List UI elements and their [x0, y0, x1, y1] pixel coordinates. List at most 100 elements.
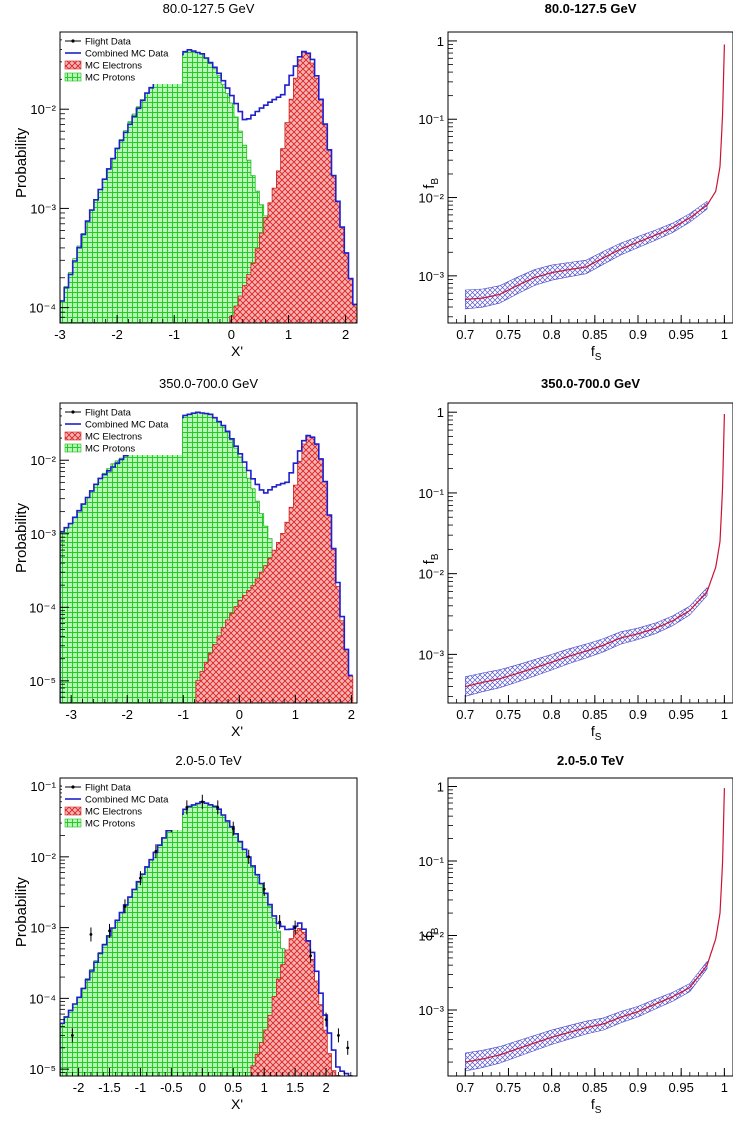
- flight-data-point: [231, 827, 235, 831]
- x-tick-label: 0.75: [496, 1080, 521, 1095]
- x-tick-label: -2: [111, 327, 123, 342]
- x-tick-label: -2: [73, 1080, 85, 1095]
- x-tick-label: 1: [721, 707, 728, 722]
- y-tick-label: 10⁻⁵: [29, 674, 56, 689]
- legend-label: Combined MC Data: [85, 420, 169, 431]
- legend-label: Combined MC Data: [85, 795, 169, 806]
- flight-data-point: [346, 1046, 350, 1050]
- chart-panel-6: 2.0-5.0 TeV 0.7 0.75 0.8 0.85 0.9 0.95 1 10⁻³ 10⁻…: [418, 753, 733, 1116]
- x-tick-label: -1: [178, 707, 190, 722]
- x-tick-label: 1: [292, 707, 299, 722]
- combined-mc-line: [60, 49, 357, 323]
- x-tick-label: 0.75: [496, 327, 521, 342]
- legend-box: [62, 34, 182, 84]
- x-tick-label: 0.85: [582, 327, 607, 342]
- legend-label: MC Protons: [85, 819, 135, 830]
- flight-data-point: [185, 805, 189, 809]
- x-tick-label: 0.75: [496, 707, 521, 722]
- x-tick-label: -1.5: [98, 1080, 120, 1095]
- flight-data-point: [293, 926, 297, 930]
- x-tick-label: -3: [65, 707, 77, 722]
- plot-area: [60, 49, 357, 323]
- y-tick-label: 1: [437, 779, 444, 794]
- x-tick-label: -0.5: [160, 1080, 182, 1095]
- flight-data-point: [89, 933, 93, 936]
- x-tick-label: -2: [121, 707, 133, 722]
- y-tick-label: 10⁻³: [418, 1003, 444, 1018]
- x-axis-label: fS: [591, 1096, 602, 1116]
- plot-frame: [59, 402, 358, 704]
- legend-symbol-protons: [64, 818, 82, 828]
- x-tick-label: 0.8: [543, 707, 561, 722]
- legend-label: MC Electrons: [85, 807, 142, 818]
- x-tick-label: 1: [285, 327, 292, 342]
- y-tick-label: 10⁻²: [30, 102, 56, 117]
- x-tick-label: 0.9: [629, 1080, 647, 1095]
- y-tick-label: 10⁻²: [418, 191, 444, 206]
- x-tick-label: 0.7: [456, 707, 474, 722]
- chart-title: 80.0-127.5 GeV: [545, 1, 637, 16]
- x-tick-label: 0.9: [629, 707, 647, 722]
- legend-box: [62, 405, 182, 455]
- legend-label: Flight Data: [85, 783, 132, 794]
- error-band: [465, 586, 708, 697]
- flight-data-point: [70, 1033, 74, 1037]
- y-axis-label: fB: [421, 178, 441, 189]
- x-tick-label: 1: [721, 1080, 728, 1095]
- x-tick-label: -1: [168, 327, 180, 342]
- x-axis-label: X': [231, 723, 243, 739]
- x-tick-label: -3: [54, 327, 66, 342]
- x-tick-label: 2: [322, 1080, 329, 1095]
- flight-data-point: [154, 849, 158, 853]
- x-tick-label: 0.85: [582, 707, 607, 722]
- efficiency-curve: [465, 788, 725, 1063]
- plot-frame: [447, 31, 733, 324]
- plot-area: [465, 788, 725, 1072]
- flight-data-point: [247, 855, 251, 859]
- chart-title: 2.0-5.0 TeV: [557, 753, 624, 768]
- y-tick-label: 10⁻⁴: [29, 600, 56, 615]
- legend-symbol-flight-dot: [71, 410, 75, 414]
- x-axis-label: X': [231, 343, 243, 359]
- legend-label: MC Electrons: [85, 432, 142, 443]
- electrons-histogram: [250, 928, 341, 1076]
- legend-symbol-electrons: [64, 431, 82, 441]
- x-tick-label: 2: [342, 327, 349, 342]
- x-tick-label: 0: [228, 327, 235, 342]
- flight-data-point: [216, 805, 220, 809]
- plot-area: [465, 44, 725, 310]
- plot-frame: [447, 402, 733, 704]
- flight-data-point: [262, 887, 266, 891]
- chart-title: 80.0-127.5 GeV: [163, 1, 255, 16]
- x-axis-label: fS: [591, 343, 602, 363]
- y-tick-label: 10⁻⁵: [29, 1062, 56, 1077]
- combined-mc-line: [60, 411, 353, 703]
- flight-data-point: [200, 800, 204, 804]
- x-axis-label: X': [231, 1096, 243, 1112]
- legend-label: MC Protons: [85, 444, 135, 455]
- chart-panel-2: 80.0-127.5 GeV 0.7 0.75 0.8 0.85 0.9 0.95 1 10⁻³…: [418, 1, 733, 363]
- combined-mc-line: [60, 801, 353, 1076]
- chart-title: 350.0-700.0 GeV: [159, 376, 258, 391]
- y-tick-label: 10⁻¹: [418, 854, 444, 869]
- x-axis-label: fS: [591, 723, 602, 743]
- x-tick-label: 0.9: [629, 327, 647, 342]
- x-tick-label: 0: [236, 707, 243, 722]
- y-tick-label: 10⁻²: [30, 453, 56, 468]
- legend-symbol-electrons: [64, 806, 82, 816]
- y-axis-label: Probability: [13, 502, 30, 573]
- flight-data-point: [309, 954, 312, 958]
- flight-data-point: [108, 929, 111, 933]
- legend-label: MC Electrons: [85, 61, 142, 72]
- flight-data-point: [324, 1018, 328, 1022]
- x-tick-label: 0: [199, 1080, 206, 1095]
- x-tick-label: 0.7: [456, 327, 474, 342]
- legend-label: Flight Data: [85, 408, 132, 419]
- flight-data-point: [139, 876, 142, 880]
- x-tick-label: 2: [348, 707, 355, 722]
- chart-panel-5: 2.0-5.0 TeV -2 -1.5 -1 -0.5 0 0.5 1 1.5 2 10⁻⁵ 10⁻⁴…: [13, 753, 358, 1112]
- x-tick-label: 0.5: [224, 1080, 242, 1095]
- y-tick-label: 1: [437, 34, 444, 49]
